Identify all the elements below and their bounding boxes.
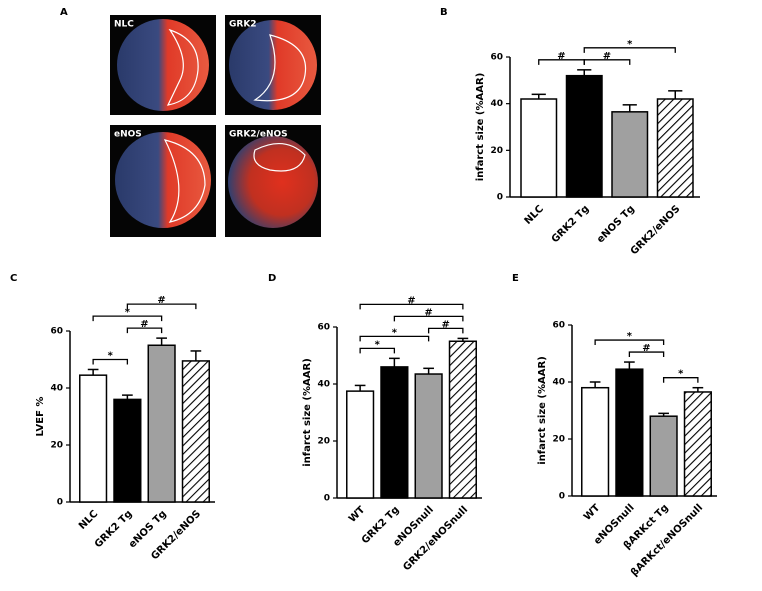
significance-bracket bbox=[393, 315, 464, 322]
y-tick-label: 0 bbox=[324, 494, 330, 504]
bar bbox=[565, 74, 603, 198]
significance-bracket bbox=[126, 303, 197, 310]
y-tick-label: 40 bbox=[552, 378, 565, 388]
y-tick-label: 60 bbox=[552, 321, 565, 331]
y-tick-label: 40 bbox=[50, 384, 63, 394]
heart-section bbox=[115, 132, 211, 228]
significance-label: # bbox=[140, 319, 148, 330]
significance-bracket bbox=[126, 327, 163, 334]
y-tick-label: 20 bbox=[490, 146, 503, 156]
significance-bracket bbox=[594, 339, 665, 346]
bar bbox=[520, 98, 558, 198]
significance-bracket bbox=[92, 358, 129, 365]
y-tick-label: 40 bbox=[317, 380, 330, 390]
panel-label: A bbox=[60, 7, 68, 18]
y-tick-label: 0 bbox=[497, 193, 503, 203]
significance-label: # bbox=[407, 295, 415, 306]
heart-section bbox=[117, 19, 209, 111]
y-tick-label: 60 bbox=[50, 327, 63, 337]
y-axis-label: infarct size (%AAR) bbox=[475, 73, 486, 182]
significance-label: # bbox=[157, 295, 165, 306]
bar bbox=[448, 340, 477, 499]
heart-section bbox=[229, 20, 317, 110]
y-axis-label: infarct size (%AAR) bbox=[537, 356, 548, 465]
significance-label: * bbox=[108, 350, 114, 361]
x-tick-label: GRK2/eNOS bbox=[629, 203, 683, 257]
significance-label: # bbox=[424, 307, 432, 318]
y-tick-label: 20 bbox=[552, 435, 565, 445]
significance-label: # bbox=[442, 319, 450, 330]
x-tick-label: eNOS Tg bbox=[595, 203, 637, 245]
image-label: NLC bbox=[114, 20, 134, 30]
significance-label: * bbox=[627, 331, 633, 342]
bar bbox=[649, 415, 678, 497]
x-tick-label: WT bbox=[582, 502, 603, 523]
significance-label: * bbox=[678, 369, 684, 380]
significance-bracket bbox=[92, 315, 163, 322]
significance-label: # bbox=[603, 51, 611, 62]
bar bbox=[414, 373, 443, 499]
heart-section bbox=[228, 136, 318, 228]
significance-bracket bbox=[583, 59, 631, 65]
image-label: GRK2/eNOS bbox=[229, 130, 288, 140]
bar bbox=[181, 360, 210, 503]
y-tick-label: 0 bbox=[57, 498, 63, 508]
significance-bracket bbox=[583, 47, 676, 53]
panel-label: B bbox=[440, 7, 448, 18]
y-axis-label: infarct size (%AAR) bbox=[302, 358, 313, 467]
outline bbox=[163, 139, 206, 223]
bar bbox=[346, 390, 375, 499]
y-tick-label: 60 bbox=[490, 53, 503, 63]
bar bbox=[656, 98, 694, 198]
significance-bracket bbox=[662, 377, 699, 383]
bar bbox=[380, 366, 409, 499]
bar bbox=[147, 344, 176, 503]
bar bbox=[683, 391, 712, 497]
significance-bracket bbox=[628, 351, 665, 358]
significance-label: * bbox=[125, 307, 131, 318]
significance-label: * bbox=[392, 327, 398, 338]
significance-bracket bbox=[427, 327, 464, 334]
outline bbox=[166, 28, 199, 106]
panel-label: C bbox=[10, 273, 17, 284]
bar bbox=[79, 374, 108, 503]
y-tick-label: 20 bbox=[317, 437, 330, 447]
x-tick-label: NLC bbox=[523, 203, 546, 226]
significance-label: # bbox=[642, 343, 650, 354]
bar bbox=[615, 368, 644, 497]
significance-label: # bbox=[557, 51, 565, 62]
x-tick-label: GRK2 Tg bbox=[550, 203, 592, 245]
outline bbox=[253, 143, 306, 172]
y-axis-label: LVEF % bbox=[35, 397, 46, 437]
bar bbox=[581, 386, 610, 497]
y-tick-label: 40 bbox=[490, 99, 503, 109]
outline bbox=[253, 34, 307, 102]
significance-label: * bbox=[627, 39, 633, 50]
x-tick-label: NLC bbox=[77, 508, 100, 531]
significance-bracket bbox=[359, 347, 396, 354]
y-tick-label: 0 bbox=[559, 492, 565, 502]
image-label: GRK2 bbox=[229, 20, 257, 30]
panel-label: E bbox=[512, 273, 519, 284]
x-tick-label: GRK2/eNOSnull bbox=[401, 504, 470, 573]
panel-label: D bbox=[268, 273, 276, 284]
significance-label: * bbox=[375, 339, 381, 350]
bar bbox=[113, 398, 142, 503]
significance-bracket bbox=[359, 335, 430, 342]
y-tick-label: 60 bbox=[317, 323, 330, 333]
panel-a-images: A NLC GRK2 eNOS GRK2/eNOS bbox=[60, 7, 321, 237]
bar bbox=[611, 111, 649, 198]
image-label: eNOS bbox=[114, 130, 142, 140]
y-tick-label: 20 bbox=[50, 441, 63, 451]
significance-bracket bbox=[359, 303, 464, 310]
x-tick-label: WT bbox=[347, 504, 368, 525]
